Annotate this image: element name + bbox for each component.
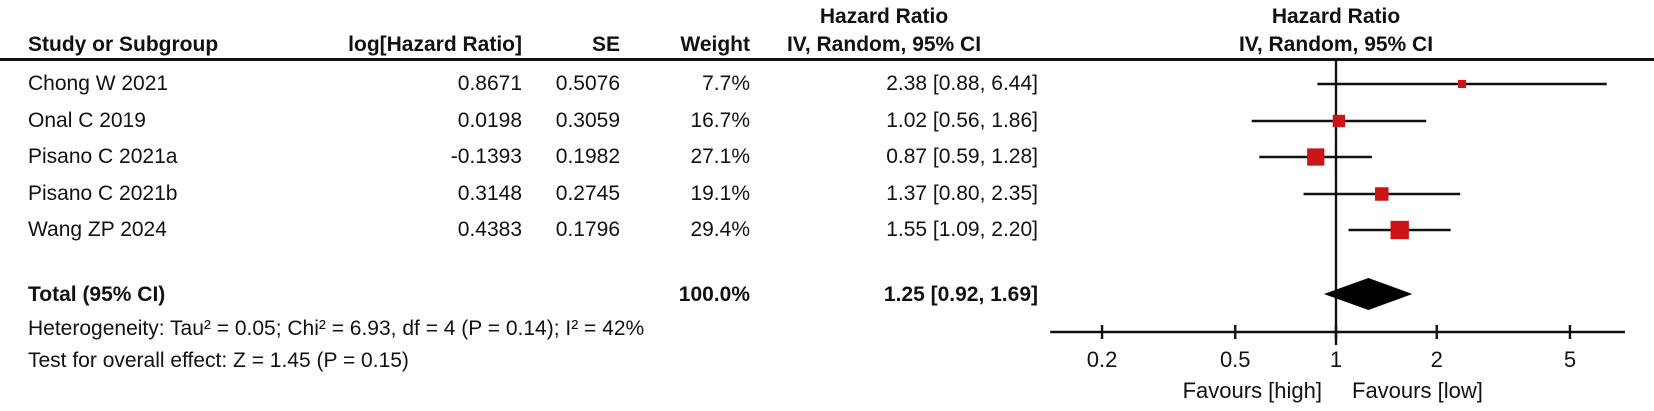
study-name: Pisano C 2021a bbox=[28, 145, 178, 168]
header-log-hr: log[Hazard Ratio] bbox=[348, 33, 522, 56]
axis-tick-label: 0.2 bbox=[1087, 347, 1118, 372]
forest-plot-canvas: 0.2 0.5 1 2 5 Favours [high] Favours [low] bbox=[1050, 61, 1625, 403]
header-se: SE bbox=[591, 33, 620, 56]
axis-tick-label: 2 bbox=[1431, 347, 1443, 372]
study-weight: 7.7% bbox=[702, 72, 750, 95]
study-log-hr: 0.0198 bbox=[457, 109, 522, 132]
heterogeneity-text: Heterogeneity: Tau² = 0.05; Chi² = 6.93,… bbox=[28, 317, 645, 340]
overall-effect-text: Test for overall effect: Z = 1.45 (P = 0… bbox=[28, 349, 409, 372]
study-se: 0.3059 bbox=[555, 109, 620, 132]
axis-tick-label: 0.5 bbox=[1220, 347, 1251, 372]
plot-header-2: IV, Random, 95% CI bbox=[1238, 33, 1434, 56]
effect-marker bbox=[1457, 79, 1467, 89]
study-ci-text: 2.38 [0.88, 6.44] bbox=[886, 72, 1038, 95]
study-weight: 27.1% bbox=[690, 145, 750, 168]
effect-marker bbox=[1390, 220, 1409, 240]
study-name: Onal C 2019 bbox=[28, 109, 146, 132]
effect-marker bbox=[1307, 148, 1325, 166]
study-se: 0.1796 bbox=[555, 218, 620, 241]
study-se: 0.1982 bbox=[555, 145, 620, 168]
effect-marker bbox=[1332, 114, 1346, 128]
study-ci-text: 0.87 [0.59, 1.28] bbox=[886, 145, 1038, 168]
total-label: Total (95% CI) bbox=[28, 283, 166, 306]
study-weight: 19.1% bbox=[690, 182, 750, 205]
study-se: 0.5076 bbox=[555, 72, 620, 95]
study-name: Pisano C 2021b bbox=[28, 182, 178, 205]
study-log-hr: -0.1393 bbox=[450, 145, 522, 168]
header-weight: Weight bbox=[680, 33, 750, 56]
effect-marker bbox=[1375, 187, 1389, 201]
header-effect-1: Hazard Ratio bbox=[819, 5, 949, 28]
header-effect-2: IV, Random, 95% CI bbox=[786, 33, 982, 56]
total-ci-text: 1.25 [0.92, 1.69] bbox=[883, 283, 1038, 306]
pooled-diamond bbox=[1323, 278, 1413, 310]
study-name: Wang ZP 2024 bbox=[28, 218, 167, 241]
study-ci-text: 1.02 [0.56, 1.86] bbox=[886, 109, 1038, 132]
header-study: Study or Subgroup bbox=[28, 33, 219, 56]
study-weight: 16.7% bbox=[690, 109, 750, 132]
study-name: Chong W 2021 bbox=[28, 72, 169, 95]
axis-tick-label: 1 bbox=[1330, 347, 1342, 372]
study-ci-text: 1.37 [0.80, 2.35] bbox=[886, 182, 1038, 205]
study-log-hr: 0.3148 bbox=[457, 182, 522, 205]
plot-header-1: Hazard Ratio bbox=[1271, 5, 1401, 28]
study-se: 0.2745 bbox=[555, 182, 620, 205]
favours-left-label: Favours [high] bbox=[1183, 378, 1322, 403]
study-ci-text: 1.55 [1.09, 2.20] bbox=[886, 218, 1038, 241]
total-weight: 100.0% bbox=[678, 283, 750, 306]
study-weight: 29.4% bbox=[690, 218, 750, 241]
header-underline bbox=[0, 58, 1654, 61]
study-log-hr: 0.4383 bbox=[457, 218, 522, 241]
favours-right-label: Favours [low] bbox=[1352, 378, 1483, 403]
axis-tick-label: 5 bbox=[1564, 347, 1576, 372]
study-log-hr: 0.8671 bbox=[457, 72, 522, 95]
